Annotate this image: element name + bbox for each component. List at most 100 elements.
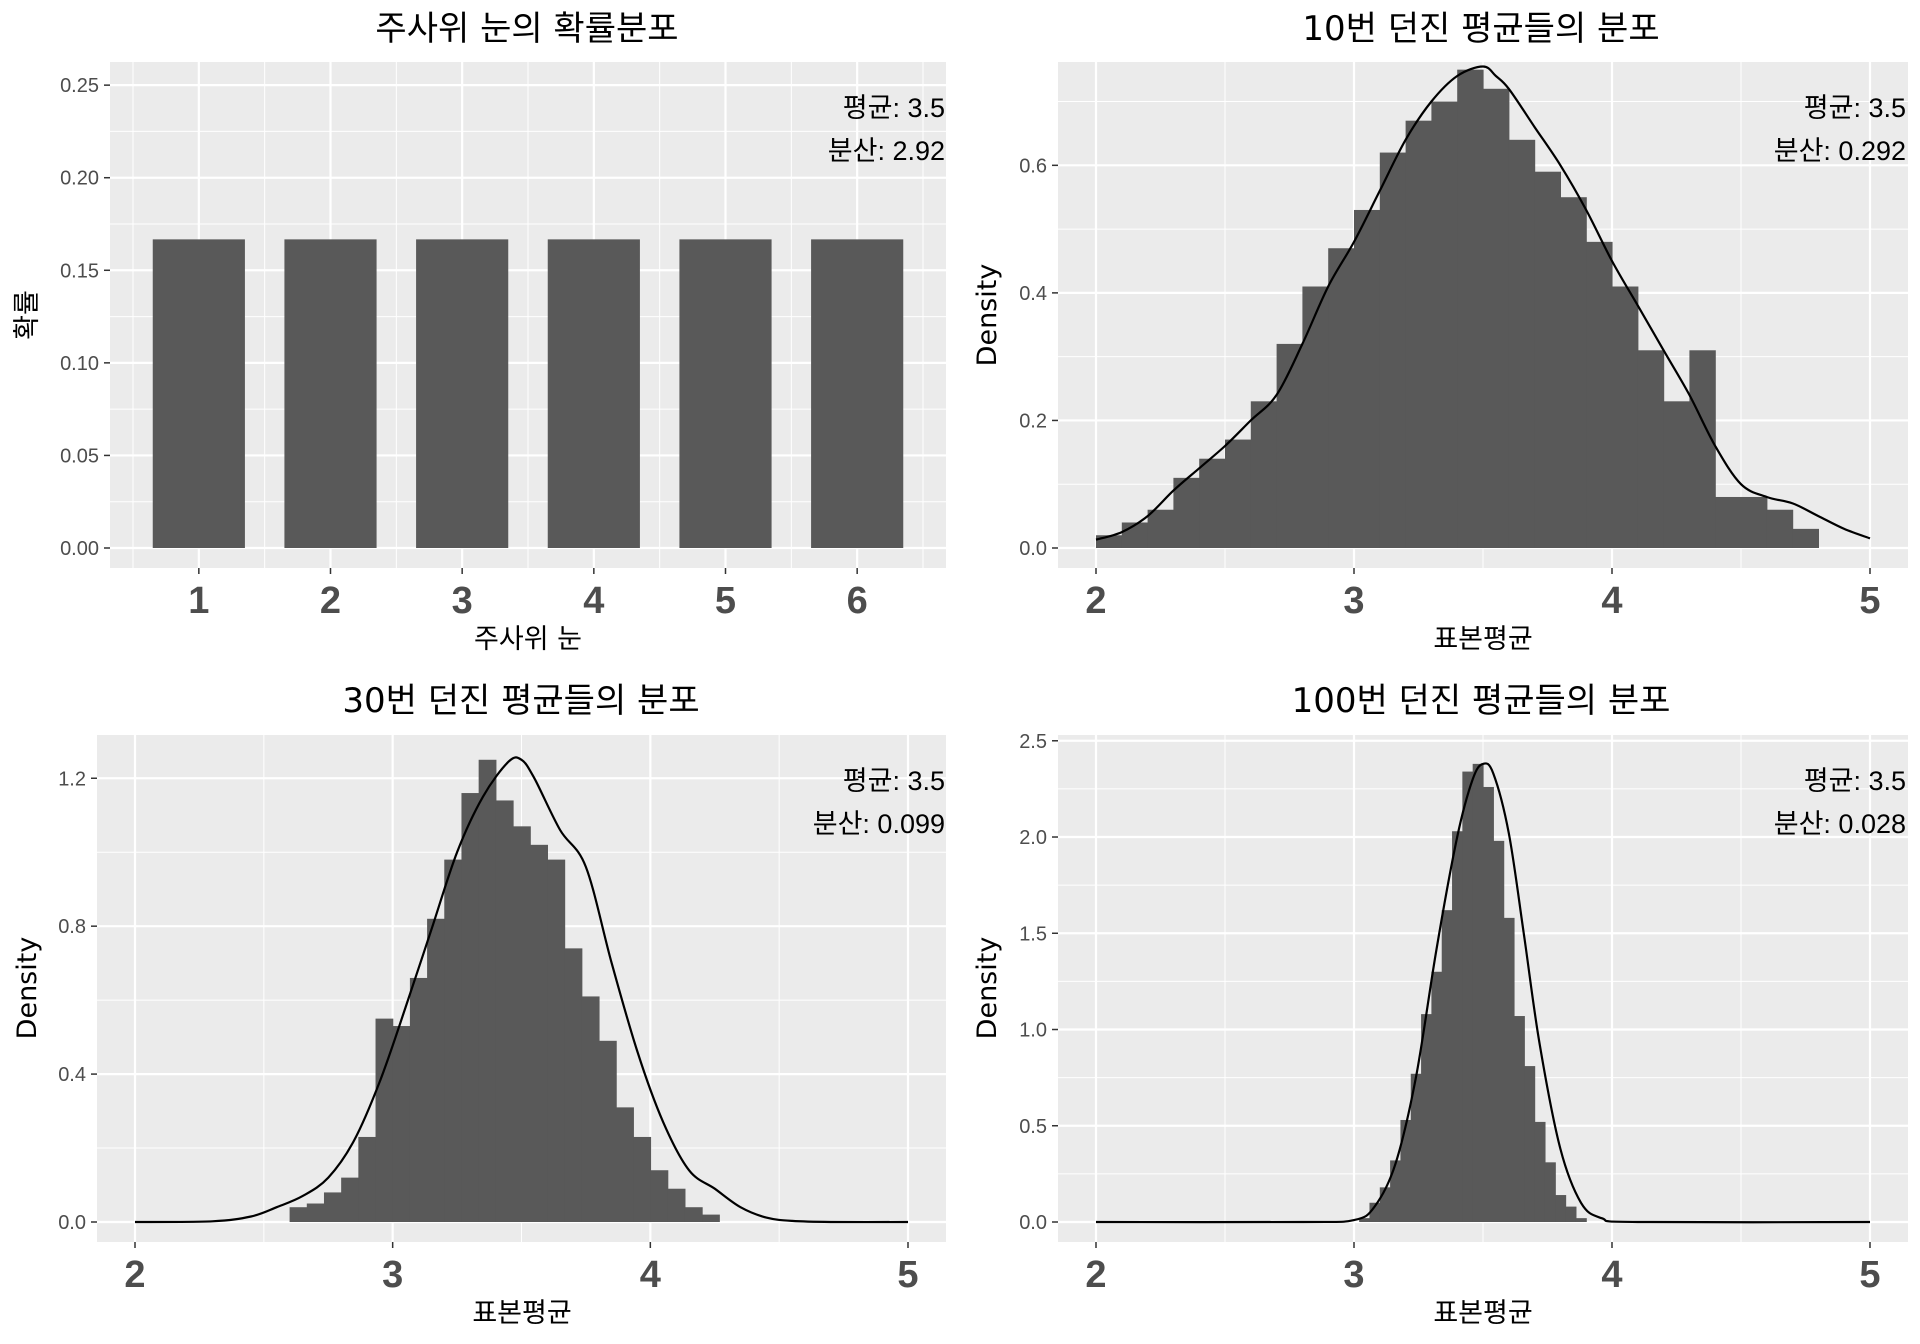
histogram-bar bbox=[478, 759, 497, 1222]
mean-annotation: 평균: 3.5 bbox=[843, 766, 945, 796]
histogram-bar bbox=[1565, 1206, 1577, 1222]
bar bbox=[152, 239, 245, 548]
histogram-bar bbox=[1421, 1014, 1432, 1222]
histogram-bar bbox=[306, 1203, 325, 1222]
x-tick-label: 5 bbox=[1859, 580, 1880, 622]
mean-annotation: 평균: 3.5 bbox=[1804, 93, 1906, 123]
x-tick-label: 3 bbox=[452, 580, 473, 622]
bar bbox=[416, 239, 509, 548]
mean-annotation: 평균: 3.5 bbox=[843, 93, 945, 123]
histogram-bar bbox=[1689, 350, 1716, 548]
histogram-bar bbox=[547, 859, 566, 1222]
histogram-bar bbox=[341, 1177, 359, 1222]
y-axis-ticks: 0.0 0.2 0.4 0.6 bbox=[1019, 155, 1058, 560]
variance-annotation: 분산: 0.099 bbox=[813, 809, 945, 839]
density-curve bbox=[1095, 762, 1871, 1224]
histogram-bar bbox=[1250, 401, 1278, 548]
bar bbox=[679, 239, 772, 548]
density-curve bbox=[1095, 65, 1871, 541]
histogram-bar bbox=[1513, 1016, 1525, 1222]
histogram-bar bbox=[684, 1207, 703, 1222]
y-tick-label: 1.0 bbox=[1019, 1020, 1047, 1042]
bar bbox=[284, 239, 377, 548]
x-axis-title: 주사위 눈 bbox=[474, 624, 582, 655]
x-tick-label: 5 bbox=[1859, 1254, 1880, 1296]
histogram-bar bbox=[1276, 343, 1303, 548]
histogram-bar bbox=[1405, 120, 1432, 549]
x-axis-title: 표본평균 bbox=[472, 1298, 571, 1329]
histogram-bar bbox=[1575, 1218, 1587, 1222]
histogram-bar bbox=[1431, 101, 1458, 548]
histogram-bar bbox=[1225, 439, 1252, 548]
histogram-bar bbox=[702, 1214, 720, 1222]
x-axis-title: 표본평균 bbox=[1433, 1298, 1532, 1329]
histogram-bar bbox=[1410, 1073, 1422, 1222]
y-tick-label: 1.2 bbox=[58, 768, 86, 790]
histogram-bar bbox=[392, 1026, 411, 1222]
histogram-bar bbox=[323, 1192, 342, 1222]
histogram-bar bbox=[1441, 910, 1453, 1222]
x-tick-label: 6 bbox=[847, 580, 868, 622]
y-tick-label: 0.25 bbox=[60, 75, 99, 97]
histogram-bar bbox=[513, 826, 531, 1222]
x-tick-label: 2 bbox=[124, 1254, 145, 1296]
histogram-bar bbox=[1369, 1202, 1381, 1222]
x-tick-label: 2 bbox=[320, 580, 341, 622]
x-tick-label: 4 bbox=[583, 580, 604, 622]
y-tick-label: 0.0 bbox=[1019, 1212, 1047, 1234]
histogram-bar bbox=[581, 996, 600, 1222]
x-tick-label: 2 bbox=[1085, 1254, 1106, 1296]
histogram-bar bbox=[1715, 496, 1742, 548]
variance-annotation: 분산: 2.92 bbox=[828, 136, 945, 166]
x-tick-label: 5 bbox=[897, 1254, 918, 1296]
histogram-bar bbox=[1359, 1218, 1371, 1222]
minor-gridlines bbox=[110, 62, 946, 568]
histogram-bar bbox=[1555, 1195, 1567, 1222]
histogram-bar bbox=[616, 1107, 634, 1222]
y-tick-label: 0.4 bbox=[58, 1064, 86, 1086]
histogram-bar bbox=[1379, 152, 1407, 548]
x-axis-ticks: 2 3 4 5 bbox=[1085, 568, 1881, 622]
histogram-bar bbox=[461, 793, 480, 1222]
y-tick-label: 0.6 bbox=[1019, 155, 1047, 177]
histogram-bar bbox=[1354, 209, 1381, 548]
y-tick-label: 0.00 bbox=[60, 538, 99, 560]
histogram-bar bbox=[1431, 971, 1443, 1222]
x-tick-label: 3 bbox=[1343, 580, 1364, 622]
x-tick-label: 4 bbox=[1601, 580, 1622, 622]
histogram-bars bbox=[289, 759, 720, 1222]
x-axis-ticks: 2 3 4 5 bbox=[1085, 1242, 1881, 1296]
y-tick-label: 0.0 bbox=[58, 1212, 86, 1234]
variance-annotation: 분산: 0.028 bbox=[1774, 809, 1906, 839]
histogram-bar bbox=[633, 1136, 652, 1222]
histogram-bar bbox=[530, 844, 548, 1222]
histogram-bar bbox=[1766, 509, 1794, 548]
histogram-bar bbox=[1147, 509, 1174, 548]
histogram-bars bbox=[1096, 69, 1819, 549]
y-tick-label: 0.20 bbox=[60, 168, 99, 190]
chart-title: 주사위 눈의 확률분포 bbox=[375, 9, 678, 49]
histogram-bar bbox=[1452, 831, 1463, 1222]
mean-of-30-rolls-chart: 30번 던진 평균들의 분포 0.0 0.4 0.8 1.2 2 3 4 5 표본평균 De… bbox=[12, 681, 946, 1329]
histogram-bar bbox=[1534, 171, 1561, 548]
histogram-bar bbox=[1663, 401, 1690, 548]
histogram-bar bbox=[375, 1018, 394, 1222]
histogram-bar bbox=[1741, 496, 1768, 548]
histogram-bar bbox=[1534, 1121, 1546, 1222]
y-axis-ticks: 0.00 0.05 0.10 0.15 0.20 0.25 bbox=[60, 75, 110, 560]
y-tick-label: 0.5 bbox=[1019, 1116, 1047, 1138]
y-axis-title: 확률 bbox=[12, 290, 43, 340]
chart-title: 10번 던진 평균들의 분포 bbox=[1302, 9, 1659, 49]
histogram-bar bbox=[598, 1040, 617, 1222]
histogram-bar bbox=[1400, 1119, 1412, 1222]
y-tick-label: 0.4 bbox=[1019, 283, 1047, 305]
y-axis-ticks: 0.0 0.4 0.8 1.2 bbox=[58, 768, 97, 1234]
histogram-bar bbox=[409, 977, 428, 1222]
bars bbox=[152, 239, 904, 548]
histogram-bar bbox=[1792, 528, 1819, 548]
density-curve bbox=[134, 756, 909, 1224]
x-tick-label: 4 bbox=[1601, 1254, 1622, 1296]
histogram-bar bbox=[1544, 1162, 1556, 1222]
